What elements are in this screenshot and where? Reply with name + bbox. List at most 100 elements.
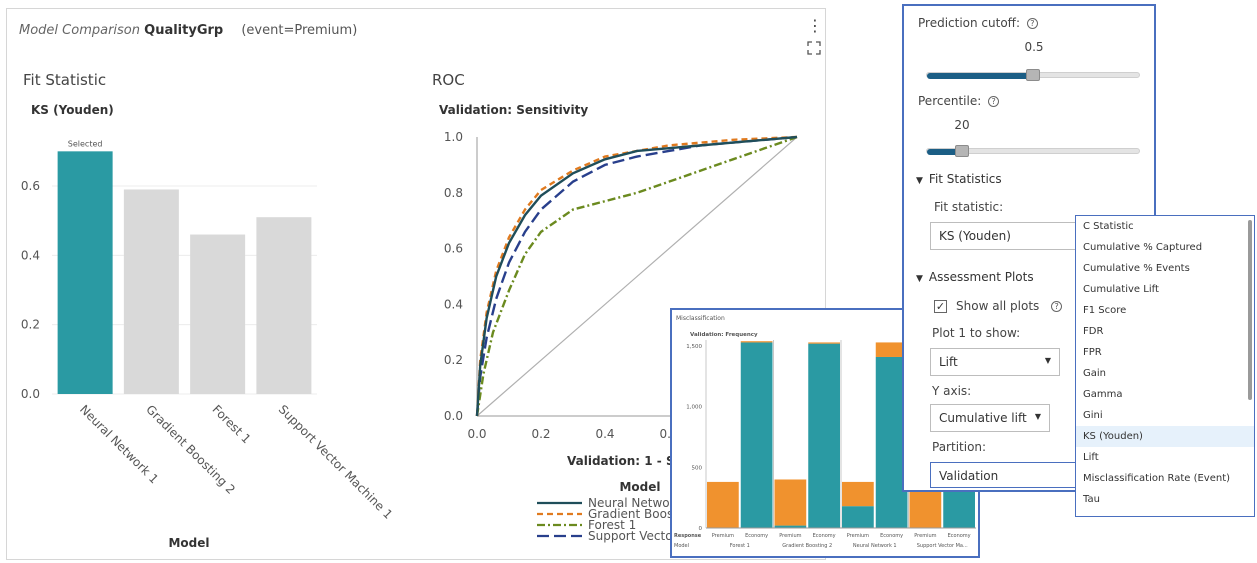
x-tick-label: 0.2: [531, 427, 550, 441]
prediction-cutoff-label: Prediction cutoff: ?: [918, 16, 1038, 30]
panel-title-target: QualityGrp: [144, 23, 224, 38]
partition-label: Partition:: [932, 440, 987, 454]
dropdown-caret-icon: ▼: [1044, 356, 1051, 365]
help-icon[interactable]: ?: [1026, 18, 1038, 29]
y-tick-label: 0.2: [21, 318, 40, 332]
misc-y-tick-label: 500: [692, 465, 703, 471]
roc-series-line: [475, 135, 798, 417]
misc-bar-segment: [842, 506, 874, 528]
partition-dropdown[interactable]: Validation: [930, 462, 1080, 488]
model-comparison-panel: Model Comparison QualityGrp (event=Premi…: [6, 8, 826, 560]
slider-fill: [927, 73, 1034, 79]
misc-category-label: Premium: [712, 533, 734, 539]
legend-title: Model: [619, 480, 660, 494]
assessment-plots-section-toggle[interactable]: ▼ Assessment Plots: [916, 270, 1034, 284]
expand-icon[interactable]: [807, 41, 821, 55]
option-item[interactable]: Tau: [1083, 494, 1100, 505]
fit-statistic-dropdown[interactable]: KS (Youden): [930, 222, 1080, 250]
x-tick-label: Support Vector Machine 1: [276, 402, 396, 522]
fit-statistics-section-toggle[interactable]: ▼ Fit Statistics: [916, 172, 1002, 186]
misc-y-tick-label: 1,000: [686, 405, 702, 411]
percentile-slider-thumb[interactable]: [955, 145, 970, 157]
roc-series-line: [475, 135, 798, 417]
option-item[interactable]: Gini: [1083, 410, 1103, 421]
bar: [57, 151, 113, 394]
option-item[interactable]: Gain: [1083, 368, 1106, 379]
prediction-cutoff-slider-thumb[interactable]: [1026, 69, 1040, 81]
list-scrollbar[interactable]: [1248, 220, 1252, 400]
legend-entry: Forest 1: [588, 518, 636, 532]
misc-y-tick-label: 1,500: [686, 344, 702, 350]
y-tick-label: 0.0: [21, 387, 40, 401]
y-tick-label: 0.8: [444, 186, 463, 200]
more-vertical-icon[interactable]: ⋮: [807, 16, 823, 35]
y-tick-label: 0.0: [444, 409, 463, 423]
misc-category-label: Economy: [745, 533, 768, 539]
options-list-items: C Statistic Cumulative % Captured Cumulati…: [1076, 216, 1254, 510]
show-all-plots-checkbox[interactable]: ✓: [934, 300, 947, 313]
panel-title: Model Comparison QualityGrp (event=Premi…: [19, 23, 357, 38]
misc-group-label: Support Vector Ma...: [917, 543, 968, 549]
misc-category-label: Economy: [813, 533, 836, 539]
option-item[interactable]: Cumulative % Events: [1083, 263, 1190, 274]
percentile-value: 20: [954, 118, 970, 132]
legend-entry: Gradient Boosti: [588, 507, 681, 521]
option-item[interactable]: Lift: [1083, 452, 1099, 463]
misc-bar-segment: [740, 341, 773, 343]
x-axis-title: Validation: 1 - Spec: [567, 454, 698, 468]
show-all-plots-label: Show all plots ?: [956, 299, 1063, 313]
collapse-triangle-icon: ▼: [916, 274, 923, 284]
misc-y-tick-label: 0: [699, 526, 703, 532]
plot1-label: Plot 1 to show:: [932, 326, 1021, 340]
fit-statistic-label: Fit statistic:: [934, 200, 1004, 214]
percentile-label: Percentile: ?: [918, 94, 1000, 108]
percentile-slider[interactable]: [926, 148, 1140, 155]
option-item[interactable]: Misclassification Rate (Event): [1083, 473, 1231, 484]
option-item[interactable]: F1 Score: [1083, 305, 1127, 316]
misc-bar-segment: [707, 481, 739, 528]
misc-bar-segment: [842, 481, 874, 507]
help-icon[interactable]: ?: [1051, 301, 1063, 312]
selected-label: Selected: [68, 139, 103, 148]
y-tick-label: 0.2: [444, 353, 463, 367]
y-axis-dropdown[interactable]: Cumulative lift ▼: [930, 404, 1050, 432]
fit-statistic-options-list[interactable]: C Statistic Cumulative % Captured Cumulati…: [1075, 215, 1255, 517]
legend-entry: Support Vector: [588, 529, 678, 543]
y-tick-label: 0.6: [444, 242, 463, 256]
misc-model-label: Model: [674, 543, 689, 549]
bar: [190, 234, 246, 394]
y-tick-label: 0.4: [21, 248, 40, 262]
roc-chart-title: Validation: Sensitivity: [439, 103, 589, 117]
option-item[interactable]: FPR: [1083, 347, 1102, 358]
option-item[interactable]: Gamma: [1083, 389, 1123, 400]
misc-category-label: Premium: [914, 533, 936, 539]
misc-chart-title: Misclassification: [676, 315, 725, 322]
option-item[interactable]: FDR: [1083, 326, 1104, 337]
panel-title-event: (event=Premium): [241, 23, 358, 38]
misc-category-label: Economy: [880, 533, 903, 539]
option-item[interactable]: Cumulative Lift: [1083, 284, 1159, 295]
help-icon[interactable]: ?: [988, 96, 1000, 107]
misc-y-axis-title: Validation: Frequency: [690, 332, 758, 338]
misc-category-label: Premium: [847, 533, 869, 539]
reference-diagonal-line: [476, 136, 798, 417]
option-item[interactable]: KS (Youden): [1076, 426, 1254, 447]
y-tick-label: 0.6: [21, 179, 40, 193]
option-item[interactable]: Cumulative % Captured: [1083, 242, 1203, 253]
y-tick-label: 0.4: [444, 297, 463, 311]
roc-section-title: ROC: [432, 71, 465, 89]
bar-chart-title: KS (Youden): [31, 103, 114, 117]
roc-series-line: [475, 135, 798, 417]
bar: [123, 189, 179, 394]
prediction-cutoff-value: 0.5: [1024, 40, 1044, 54]
bar: [256, 217, 312, 394]
option-item[interactable]: C Statistic: [1083, 221, 1134, 232]
legend-entry: Neural Network: [588, 496, 682, 510]
misc-group-label: Forest 1: [730, 543, 750, 549]
plot1-dropdown[interactable]: Lift ▼: [930, 348, 1060, 376]
fit-statistic-section-title: Fit Statistic: [23, 71, 107, 89]
roc-chart: 0.00.20.40.60.81.00.0 0.2 0.4 0.6Validation…: [444, 130, 798, 543]
y-tick-label: 1.0: [444, 130, 463, 144]
x-tick-label: Forest 1: [210, 402, 254, 446]
